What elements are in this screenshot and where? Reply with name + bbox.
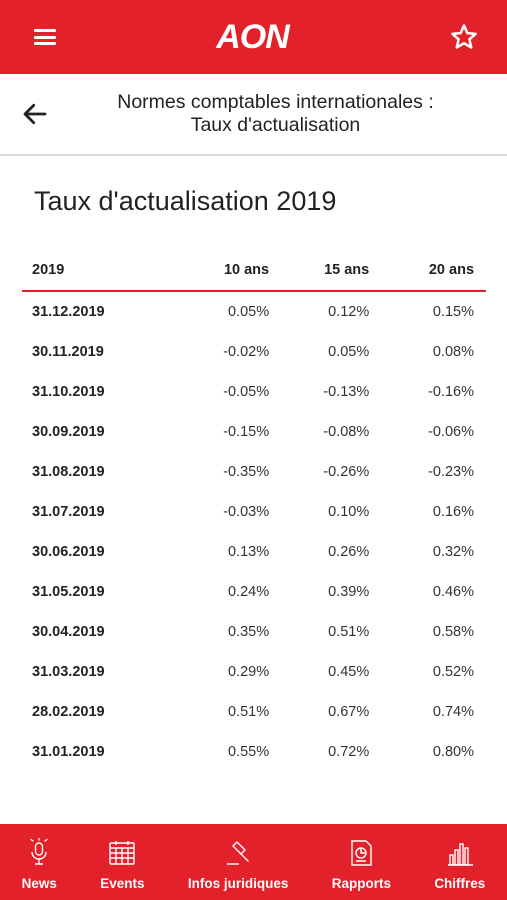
page-title: Taux d'actualisation 2019 [34,186,337,216]
nav-label-events: Events [100,876,145,891]
nav-label-rapports: Rapports [331,876,391,891]
cell-20-years: -0.16% [428,384,475,400]
cell-20-years: 0.52% [432,664,475,680]
bottom-navigation: News Events Infos juridiques Rapports [0,824,507,900]
cell-15-years: 0.67% [328,704,370,720]
cell-15-years: 0.12% [328,304,370,320]
cell-20-years: 0.08% [432,344,475,360]
heading-line-2: Taux d'actualisation [190,114,361,136]
cell-10-years: 0.29% [227,664,270,680]
report-icon [351,840,373,866]
nav-item-infos-juridiques[interactable]: Infos juridiques [187,838,289,891]
cell-10-years: -0.15% [223,424,270,440]
cell-10-years: 0.35% [227,624,270,640]
cell-15-years: 0.26% [328,544,370,560]
cell-date: 31.12.2019 [32,304,105,320]
page-heading: Normes comptables internationales : Taux… [50,91,507,137]
rates-table: 2019 10 ans 15 ans 20 ans 31.12.2019 0.05… [22,250,486,772]
column-header-20-years: 20 ans [428,262,475,278]
cell-15-years: 0.05% [328,344,370,360]
table-body: 31.12.2019 0.05% 0.12% 0.15% 30.11.2019 -0.02… [22,292,486,772]
cell-20-years: 0.32% [432,544,475,560]
cell-20-years: 0.80% [432,744,475,760]
table-row: 31.08.2019 -0.35% -0.26% -0.23% [22,452,486,492]
table-header-row: 2019 10 ans 15 ans 20 ans [22,250,486,292]
table-row: 30.04.2019 0.35% 0.51% 0.58% [22,612,486,652]
cell-15-years: 0.10% [328,504,370,520]
cell-20-years: 0.46% [432,584,475,600]
nav-item-events[interactable]: Events [100,838,145,891]
microphone-icon [30,838,48,865]
star-icon[interactable] [449,22,479,52]
cell-15-years: 0.72% [328,744,370,760]
cell-15-years: 0.39% [328,584,370,600]
cell-10-years: -0.05% [223,384,270,400]
cell-10-years: -0.02% [223,344,270,360]
table-row: 31.12.2019 0.05% 0.12% 0.15% [22,292,486,332]
heading-line-1: Normes comptables internationales : [117,91,434,113]
cell-10-years: -0.03% [223,504,270,520]
cell-15-years: 0.45% [328,664,370,680]
cell-15-years: -0.13% [323,384,370,400]
cell-date: 30.09.2019 [32,424,105,440]
cell-date: 31.03.2019 [32,664,105,680]
aon-logo: AON [216,17,290,56]
table-row: 30.11.2019 -0.02% 0.05% 0.08% [22,332,486,372]
cell-20-years: -0.23% [428,464,475,480]
calendar-icon [109,841,136,865]
column-header-10-years: 10 ans [223,262,270,278]
nav-label-chiffres: Chiffres [434,876,486,891]
table-row: 30.09.2019 -0.15% -0.08% -0.06% [22,412,486,452]
bar-chart-icon [447,843,473,866]
nav-item-rapports[interactable]: Rapports [332,838,391,891]
cell-20-years: 0.15% [432,304,475,320]
cell-10-years: 0.05% [227,304,270,320]
cell-date: 30.04.2019 [32,624,105,640]
cell-date: 31.01.2019 [32,744,105,760]
cell-10-years: -0.35% [223,464,270,480]
cell-10-years: 0.51% [227,704,270,720]
cell-20-years: 0.74% [432,704,475,720]
column-header-15-years: 15 ans [324,262,370,278]
gavel-icon [227,841,249,865]
cell-20-years: -0.06% [428,424,475,440]
nav-label-infos-juridiques: Infos juridiques [187,876,289,891]
cell-10-years: 0.13% [227,544,270,560]
back-arrow-icon[interactable] [20,99,50,129]
cell-date: 28.02.2019 [32,704,105,720]
menu-icon[interactable] [34,29,56,45]
cell-date: 31.08.2019 [32,464,105,480]
cell-date: 31.05.2019 [32,584,105,600]
table-row: 28.02.2019 0.51% 0.67% 0.74% [22,692,486,732]
cell-15-years: -0.08% [323,424,370,440]
table-row: 31.05.2019 0.24% 0.39% 0.46% [22,572,486,612]
cell-date: 31.07.2019 [32,504,105,520]
cell-date: 30.11.2019 [32,344,104,360]
cell-20-years: 0.16% [432,504,475,520]
nav-item-chiffres[interactable]: Chiffres [434,838,485,891]
cell-date: 31.10.2019 [32,384,105,400]
table-row: 31.07.2019 -0.03% 0.10% 0.16% [22,492,486,532]
nav-label-news: News [21,876,57,891]
table-row: 31.10.2019 -0.05% -0.13% -0.16% [22,372,486,412]
cell-10-years: 0.55% [227,744,270,760]
cell-15-years: 0.51% [328,624,370,640]
table-row: 30.06.2019 0.13% 0.26% 0.32% [22,532,486,572]
cell-15-years: -0.26% [323,464,370,480]
top-app-bar: AON [0,0,507,74]
cell-date: 30.06.2019 [32,544,105,560]
cell-20-years: 0.58% [432,624,475,640]
table-row: 31.03.2019 0.29% 0.45% 0.52% [22,652,486,692]
page-header: Normes comptables internationales : Taux… [0,74,507,156]
cell-10-years: 0.24% [227,584,270,600]
column-header-year: 2019 [32,262,65,278]
nav-item-news[interactable]: News [22,838,57,891]
table-row: 31.01.2019 0.55% 0.72% 0.80% [22,732,486,772]
